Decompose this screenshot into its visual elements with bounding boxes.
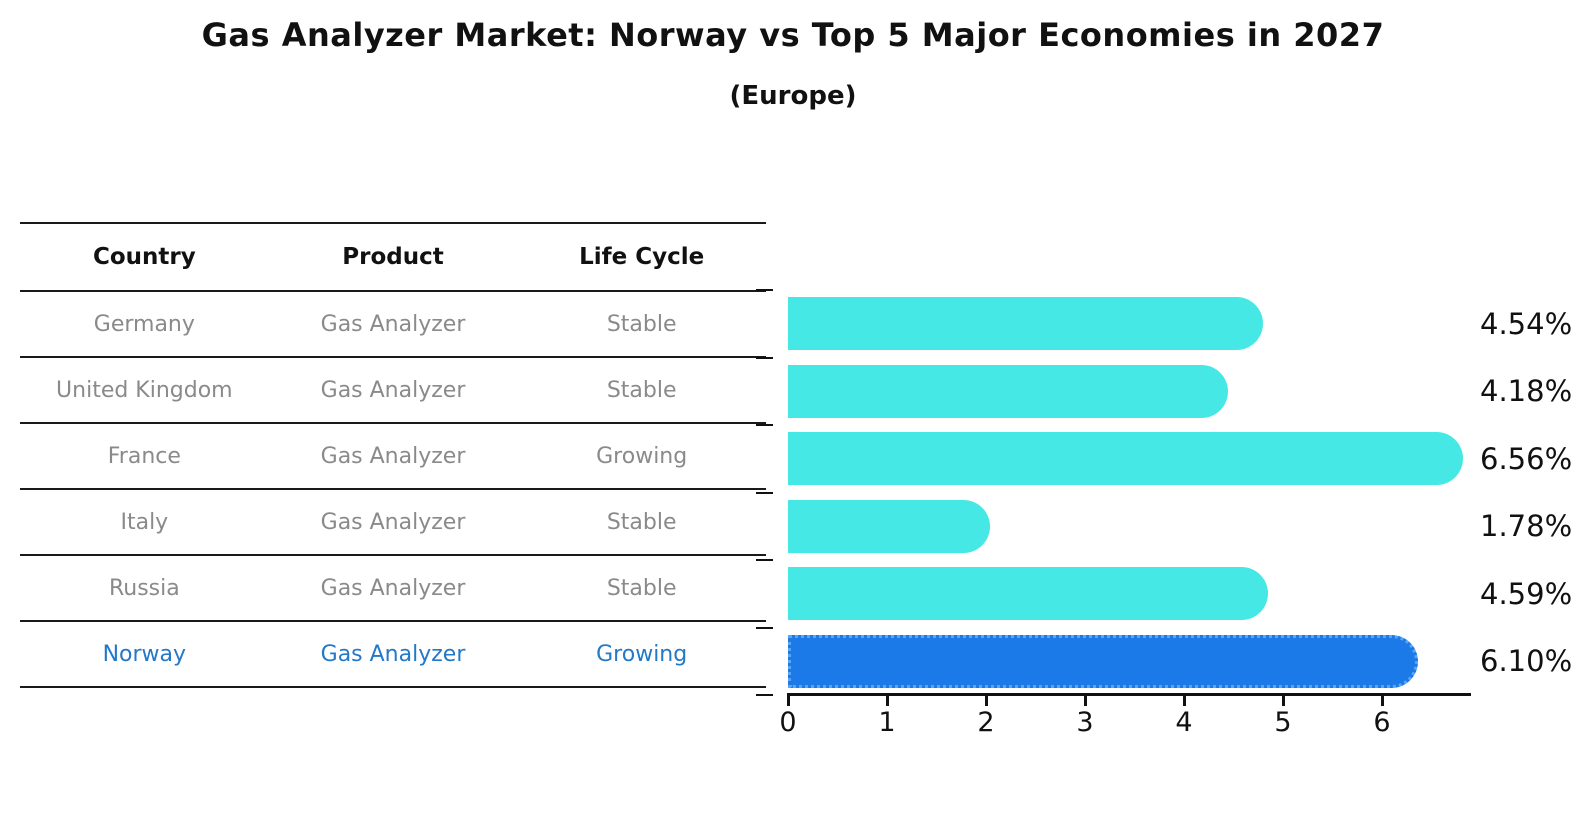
value-label: 4.18% bbox=[1480, 374, 1573, 409]
y-axis-tick bbox=[756, 491, 773, 494]
table-row: Russia Gas Analyzer Stable bbox=[20, 556, 766, 622]
bar-slot bbox=[788, 628, 1478, 696]
cell-product: Gas Analyzer bbox=[320, 509, 466, 535]
x-axis-tick-label: 4 bbox=[1175, 707, 1193, 738]
bar-slot bbox=[788, 425, 1478, 493]
bar-germany bbox=[788, 297, 1264, 350]
bar-italy bbox=[788, 499, 991, 553]
x-axis-tick-label: 1 bbox=[878, 707, 896, 738]
column-header-lifecycle: Life Cycle bbox=[579, 244, 705, 270]
table-row: United Kingdom Gas Analyzer Stable bbox=[20, 358, 766, 424]
x-axis-tick bbox=[1282, 696, 1285, 706]
table-row: Italy Gas Analyzer Stable bbox=[20, 490, 766, 556]
table-header-row: Country Product Life Cycle bbox=[20, 222, 766, 292]
x-axis-tick-label: 5 bbox=[1274, 707, 1292, 738]
x-axis-tick bbox=[886, 696, 889, 706]
bar-chart-area bbox=[788, 290, 1478, 695]
bar-slot bbox=[788, 493, 1478, 561]
value-label: 4.59% bbox=[1480, 576, 1573, 611]
table-row: Germany Gas Analyzer Stable bbox=[20, 292, 766, 358]
value-label: 4.54% bbox=[1480, 306, 1573, 341]
table-row: Norway Gas Analyzer Growing bbox=[20, 622, 766, 688]
y-axis-tick bbox=[756, 424, 773, 426]
cell-product: Gas Analyzer bbox=[320, 443, 466, 469]
value-label: 6.10% bbox=[1480, 644, 1573, 679]
cell-country: Norway bbox=[102, 641, 187, 667]
cell-country: Italy bbox=[120, 509, 169, 535]
x-axis-tick-label: 6 bbox=[1373, 707, 1391, 738]
x-axis-tick bbox=[787, 696, 790, 706]
table-body: Germany Gas Analyzer Stable United Kingd… bbox=[20, 292, 766, 688]
value-label: 6.56% bbox=[1480, 441, 1573, 476]
bar-norway bbox=[788, 634, 1418, 688]
cell-lifecycle: Stable bbox=[606, 509, 677, 535]
column-header-product: Product bbox=[342, 244, 444, 270]
x-axis-line bbox=[787, 693, 1471, 696]
bar-united-kingdom bbox=[788, 364, 1228, 418]
cell-country: United Kingdom bbox=[56, 377, 233, 403]
y-axis-tick bbox=[756, 559, 773, 561]
y-axis-tick bbox=[756, 626, 773, 629]
x-axis-tick bbox=[985, 696, 988, 706]
bar-slot bbox=[788, 290, 1478, 358]
cell-product: Gas Analyzer bbox=[320, 311, 466, 337]
cell-lifecycle: Growing bbox=[596, 443, 688, 469]
y-axis-tick bbox=[756, 356, 773, 359]
bar-slot bbox=[788, 358, 1478, 426]
bar-slot bbox=[788, 560, 1478, 628]
x-axis-tick-label: 2 bbox=[977, 707, 995, 738]
value-label: 1.78% bbox=[1480, 509, 1573, 544]
x-axis-tick bbox=[1183, 696, 1186, 706]
cell-product: Gas Analyzer bbox=[320, 377, 466, 403]
cell-product: Gas Analyzer bbox=[320, 575, 466, 601]
chart-title: Gas Analyzer Market: Norway vs Top 5 Maj… bbox=[201, 16, 1385, 54]
cell-country: Russia bbox=[108, 575, 180, 601]
cell-lifecycle: Stable bbox=[606, 377, 677, 403]
bar-russia bbox=[788, 567, 1269, 620]
cell-lifecycle: Growing bbox=[596, 641, 688, 667]
cell-product: Gas Analyzer bbox=[320, 641, 466, 667]
x-axis-tick-label: 0 bbox=[779, 707, 797, 738]
bar-france bbox=[788, 432, 1464, 485]
x-axis-tick bbox=[1381, 696, 1384, 706]
y-axis-tick bbox=[756, 289, 773, 291]
chart-subtitle: (Europe) bbox=[729, 81, 857, 111]
x-axis-tick bbox=[1084, 696, 1087, 706]
cell-lifecycle: Stable bbox=[606, 575, 677, 601]
value-label-column: 4.54% 4.18% 6.56% 1.78% 4.59% 6.10% bbox=[1480, 290, 1586, 695]
cell-country: France bbox=[107, 443, 181, 469]
x-axis-tick-label: 3 bbox=[1076, 707, 1094, 738]
column-header-country: Country bbox=[92, 244, 196, 270]
cell-lifecycle: Stable bbox=[606, 311, 677, 337]
country-table: Country Product Life Cycle Germany Gas A… bbox=[20, 222, 766, 688]
y-axis-tick bbox=[756, 694, 773, 696]
cell-country: Germany bbox=[93, 311, 195, 337]
table-row: France Gas Analyzer Growing bbox=[20, 424, 766, 490]
